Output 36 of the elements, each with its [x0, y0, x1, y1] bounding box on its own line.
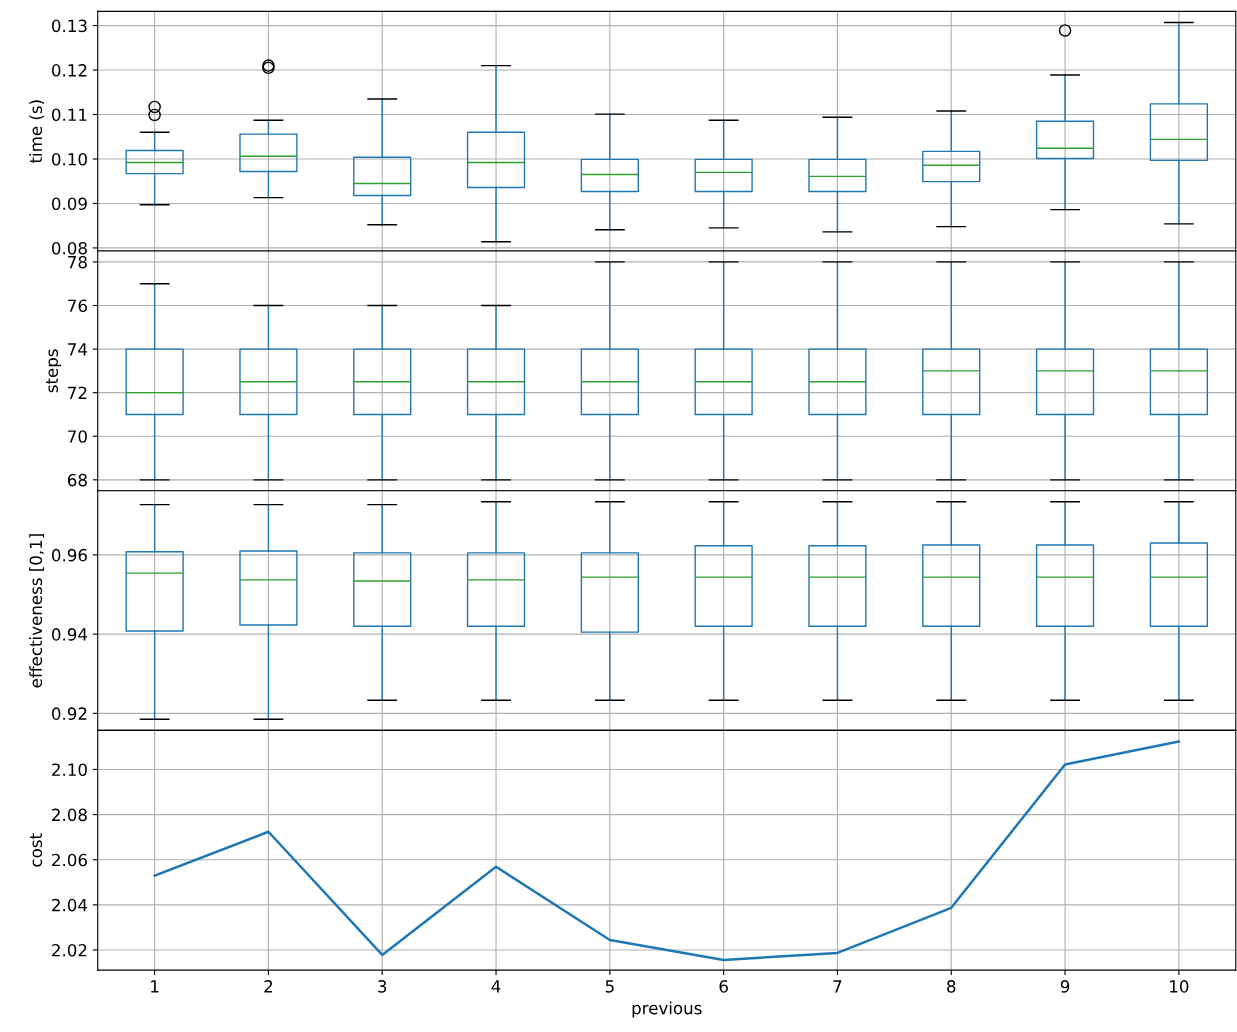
x-tick-label: 2 [264, 980, 273, 993]
x-tick-label: 9 [1060, 980, 1070, 993]
x-tick-label: 10 [1170, 980, 1189, 993]
y-tick-label: 0.13 [51, 19, 87, 33]
y-tick-label: 2.02 [52, 943, 87, 957]
y-tick-label: 2.06 [52, 853, 87, 867]
x-tick-label: 7 [833, 980, 842, 993]
y-axis-title: time (s) [29, 100, 45, 164]
y-tick-label: 2.04 [52, 898, 88, 912]
y-tick-label: 74 [68, 343, 88, 356]
y-tick-label: 76 [68, 299, 87, 313]
x-tick-label: 6 [719, 980, 728, 993]
y-tick-label: 0.10 [51, 152, 87, 166]
line-series [153, 740, 1181, 962]
y-axis-title: cost [30, 833, 43, 867]
y-tick-label: 0.12 [51, 64, 87, 77]
y-tick-label: 2.10 [52, 763, 87, 777]
y-axis-title: steps [46, 349, 62, 393]
y-tick-label: 72 [68, 386, 87, 399]
y-tick-label: 70 [68, 430, 87, 443]
x-tick-label: 5 [605, 980, 614, 993]
x-axis-title: previous [632, 1001, 702, 1018]
y-tick-label: 68 [67, 473, 87, 487]
y-tick-label: 2.08 [52, 808, 87, 822]
x-tick-label: 1 [151, 980, 159, 993]
y-tick-label: 0.09 [51, 197, 87, 211]
y-tick-label: 0.11 [51, 108, 87, 122]
x-tick-label: 8 [947, 980, 956, 993]
y-tick-label: 0.08 [51, 241, 87, 255]
y-tick-label: 0.96 [51, 548, 87, 562]
y-tick-label: 78 [68, 255, 87, 269]
x-tick-label: 4 [491, 980, 501, 993]
x-tick-label: 3 [378, 980, 387, 993]
y-axis-title: effectiveness [0,1] [29, 534, 45, 688]
y-tick-label: 0.92 [51, 707, 87, 720]
y-tick-label: 0.94 [51, 628, 88, 641]
